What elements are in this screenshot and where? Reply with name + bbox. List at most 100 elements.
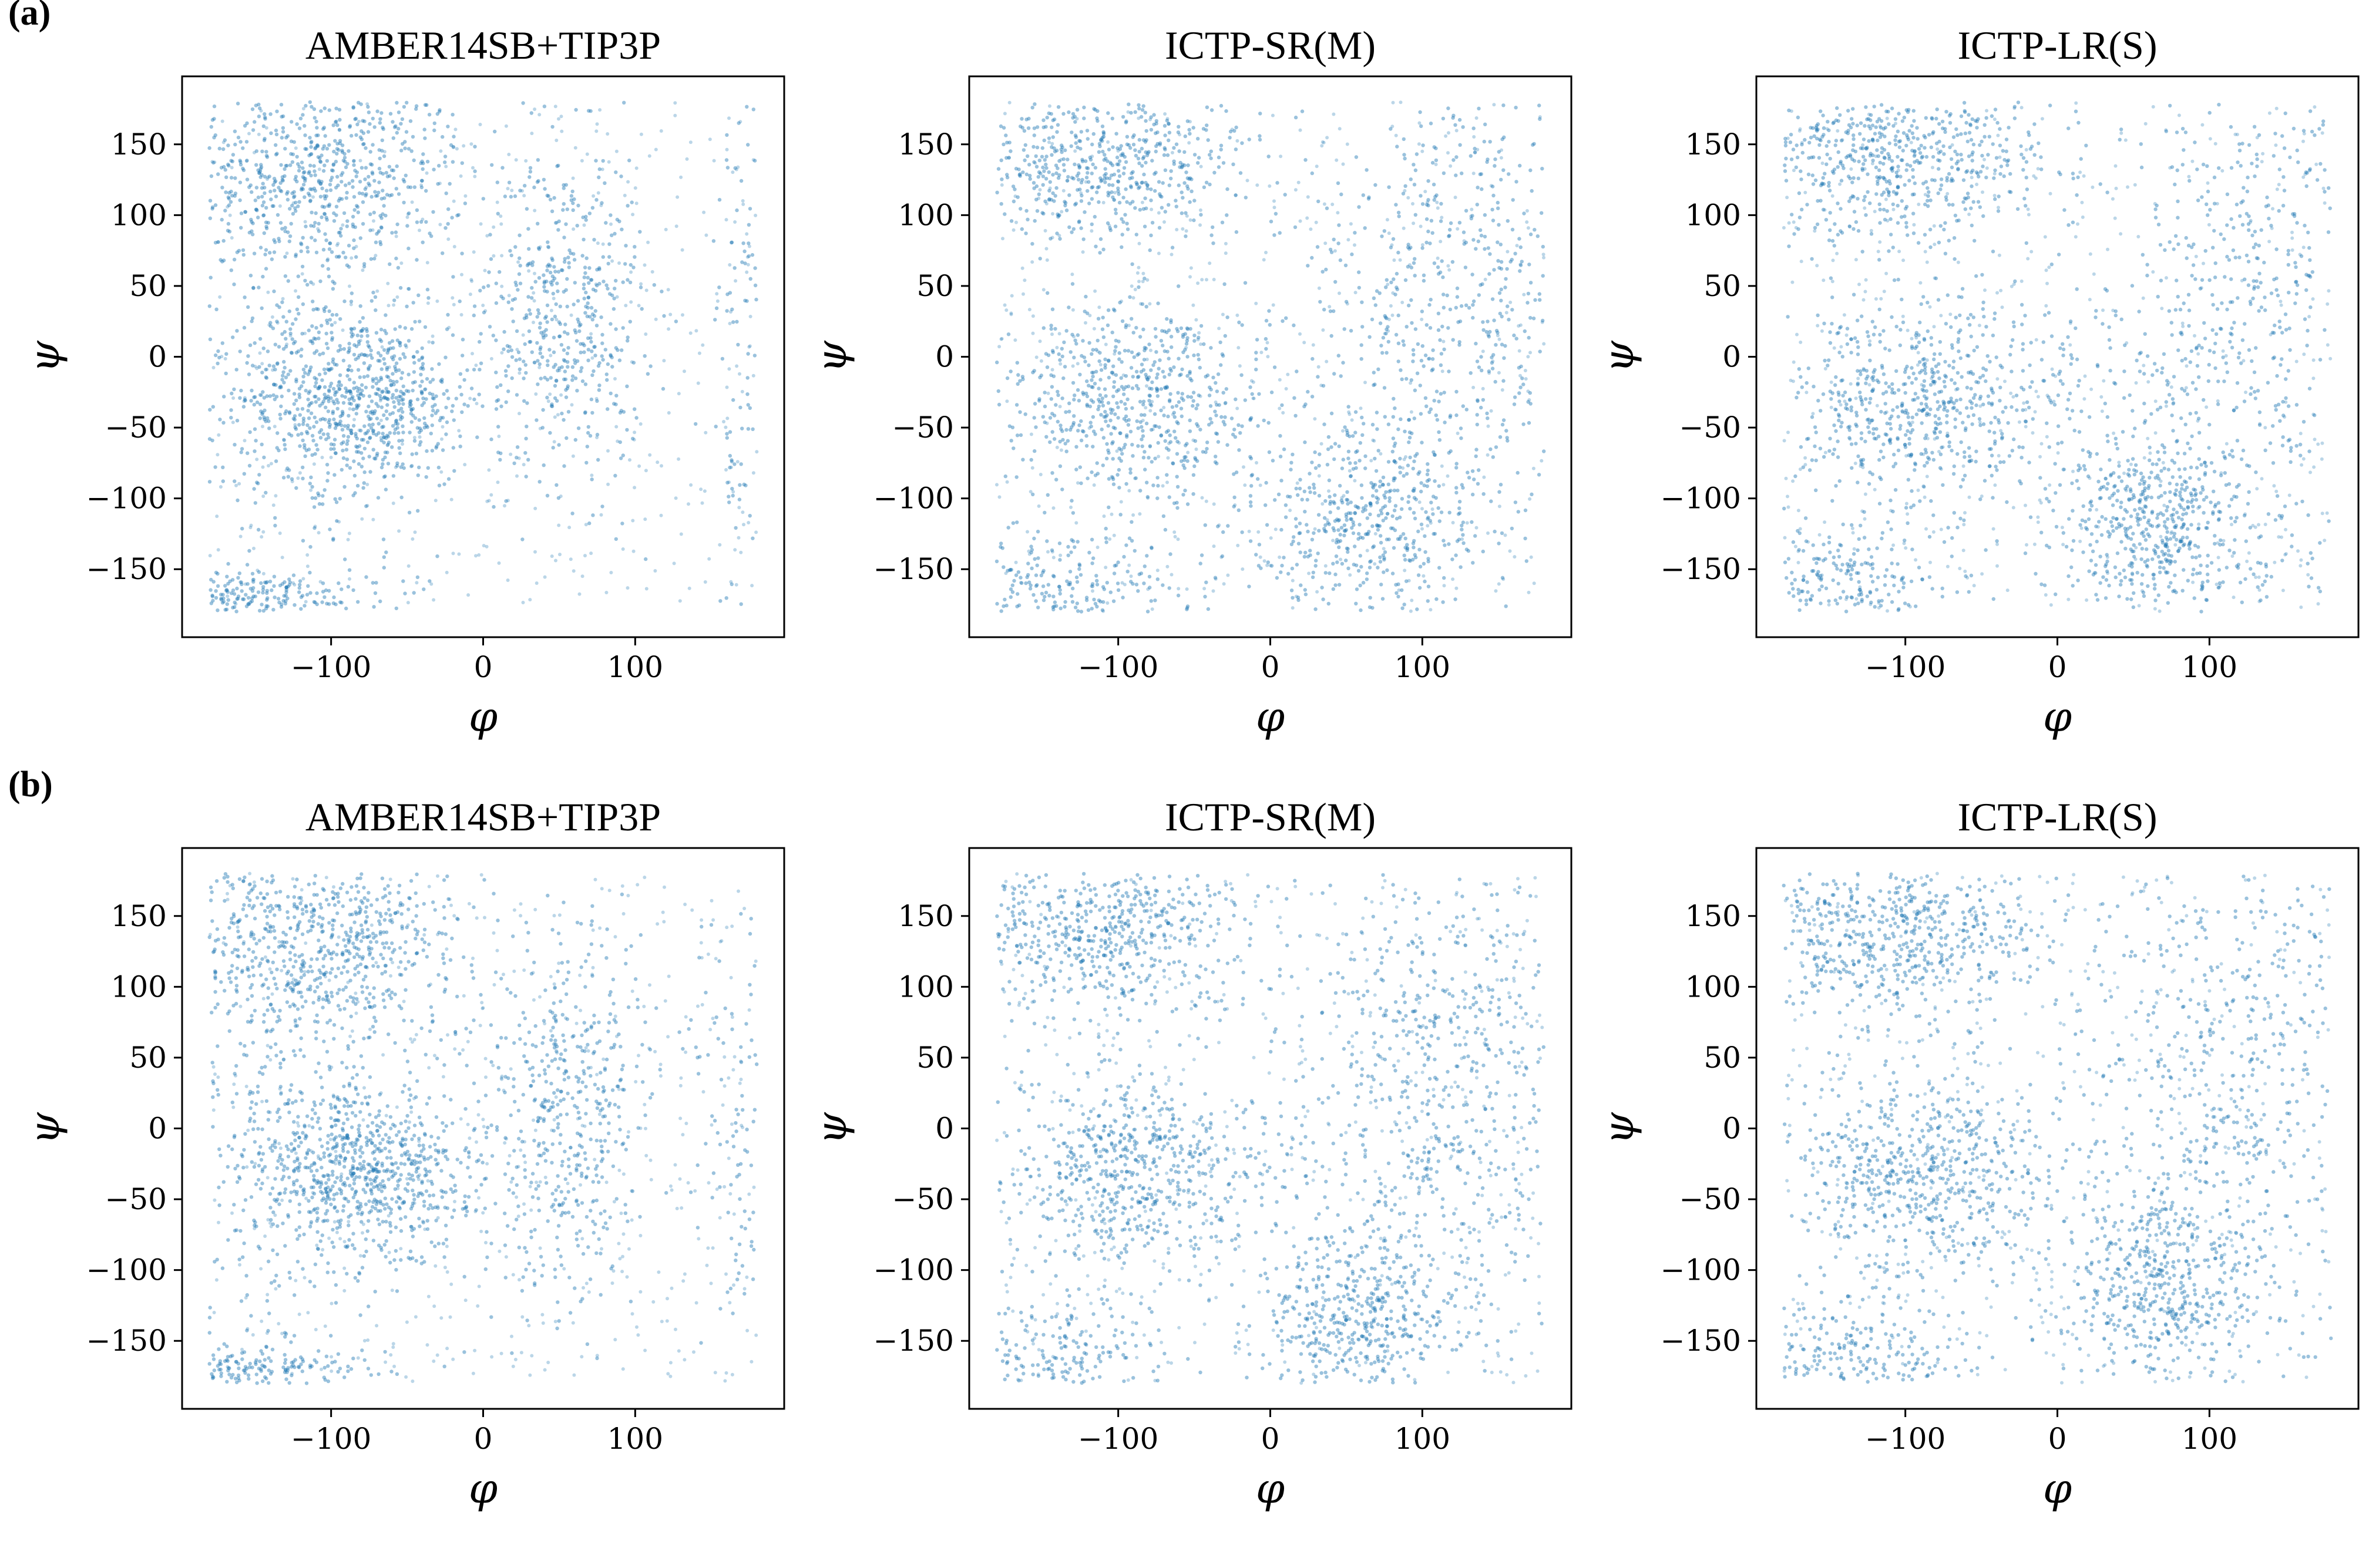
scatter-point: [1031, 144, 1036, 149]
scatter-point: [513, 297, 518, 301]
scatter-point: [614, 278, 618, 283]
scatter-point: [1397, 214, 1401, 218]
scatter-point: [247, 463, 252, 468]
scatter-point: [289, 351, 294, 355]
scatter-point: [1454, 413, 1459, 418]
scatter-point: [283, 167, 287, 171]
scatter-point: [1432, 453, 1437, 457]
scatter-point: [275, 152, 279, 156]
scatter-point: [1322, 308, 1326, 312]
scatter-point: [1124, 482, 1128, 486]
scatter-point: [451, 145, 456, 149]
scatter-point: [1463, 265, 1468, 270]
scatter-point: [1096, 109, 1100, 113]
scatter-point: [527, 329, 532, 334]
scatter-point: [600, 504, 604, 509]
scatter-point: [345, 374, 350, 378]
scatter-point: [239, 226, 243, 230]
scatter-point: [1254, 368, 1258, 372]
scatter-point: [346, 350, 351, 354]
scatter-point: [347, 346, 351, 350]
scatter-point: [272, 177, 277, 181]
scatter-point: [1436, 506, 1440, 510]
scatter-point: [1396, 341, 1401, 345]
scatter-point: [223, 584, 227, 588]
scatter-point: [1045, 539, 1049, 543]
scatter-point: [1027, 163, 1031, 167]
scatter-point: [1403, 156, 1407, 161]
scatter-point: [437, 362, 441, 366]
scatter-point: [396, 110, 401, 115]
scatter-point: [1450, 557, 1454, 561]
scatter-point: [1471, 238, 1476, 242]
scatter-point: [1009, 439, 1013, 443]
scatter-point: [1365, 577, 1369, 581]
scatter-point: [1403, 558, 1407, 562]
scatter-point: [518, 256, 522, 260]
scatter-point: [367, 181, 371, 186]
scatter-point: [1122, 554, 1126, 559]
scatter-point: [1157, 366, 1161, 371]
scatter-point: [339, 227, 343, 231]
scatter-point: [419, 179, 424, 183]
scatter-point: [301, 113, 305, 117]
scatter-point: [1383, 496, 1387, 500]
scatter-point: [1175, 484, 1180, 489]
scatter-point: [1454, 155, 1459, 159]
scatter-point: [369, 194, 374, 199]
scatter-point: [277, 186, 281, 190]
scatter-point: [1497, 490, 1501, 494]
scatter-point: [291, 573, 296, 577]
scatter-point: [1296, 541, 1301, 546]
scatter-point: [1501, 168, 1506, 172]
scatter-point: [384, 550, 388, 554]
scatter-point: [448, 181, 452, 186]
scatter-point: [1474, 247, 1478, 251]
scatter-point: [245, 361, 249, 365]
scatter-point: [1120, 217, 1124, 221]
scatter-point: [1500, 531, 1504, 536]
scatter-point: [1300, 109, 1305, 113]
scatter-point: [573, 376, 578, 381]
scatter-point: [220, 217, 224, 222]
scatter-point: [1191, 492, 1195, 496]
scatter-point: [1135, 419, 1139, 423]
scatter-point: [525, 207, 529, 211]
scatter-point: [1186, 163, 1190, 167]
scatter-point: [529, 111, 533, 115]
scatter-point: [348, 284, 351, 288]
scatter-point: [1437, 519, 1441, 523]
scatter-point: [1354, 155, 1359, 159]
scatter-point: [1097, 386, 1101, 391]
scatter-point: [300, 432, 304, 436]
scatter-point: [224, 175, 229, 179]
scatter-point: [1390, 449, 1395, 454]
scatter-point: [583, 271, 587, 275]
scatter-point: [1179, 406, 1184, 410]
scatter-point: [434, 499, 438, 503]
scatter-point: [1093, 382, 1097, 386]
scatter-point: [628, 458, 631, 462]
scatter-point: [379, 226, 384, 230]
scatter-point: [288, 163, 293, 167]
scatter-point: [1059, 423, 1063, 428]
scatter-point: [1056, 166, 1060, 170]
scatter-point: [307, 153, 311, 157]
scatter-point: [1464, 208, 1469, 213]
scatter-point: [258, 351, 262, 355]
scatter-point: [1126, 423, 1131, 427]
scatter-point: [1419, 481, 1423, 485]
scatter-point: [424, 189, 428, 193]
scatter-point: [1130, 350, 1134, 354]
scatter-point: [351, 106, 355, 110]
scatter-point: [320, 456, 324, 459]
scatter-point: [1440, 324, 1444, 329]
scatter-point: [492, 504, 496, 509]
scatter-point: [1073, 605, 1078, 610]
scatter-point: [253, 395, 257, 399]
scatter-point: [341, 358, 346, 363]
scatter-point: [1055, 130, 1059, 134]
scatter-point: [1400, 497, 1404, 501]
scatter-point: [406, 372, 411, 376]
scatter-point: [731, 320, 735, 324]
